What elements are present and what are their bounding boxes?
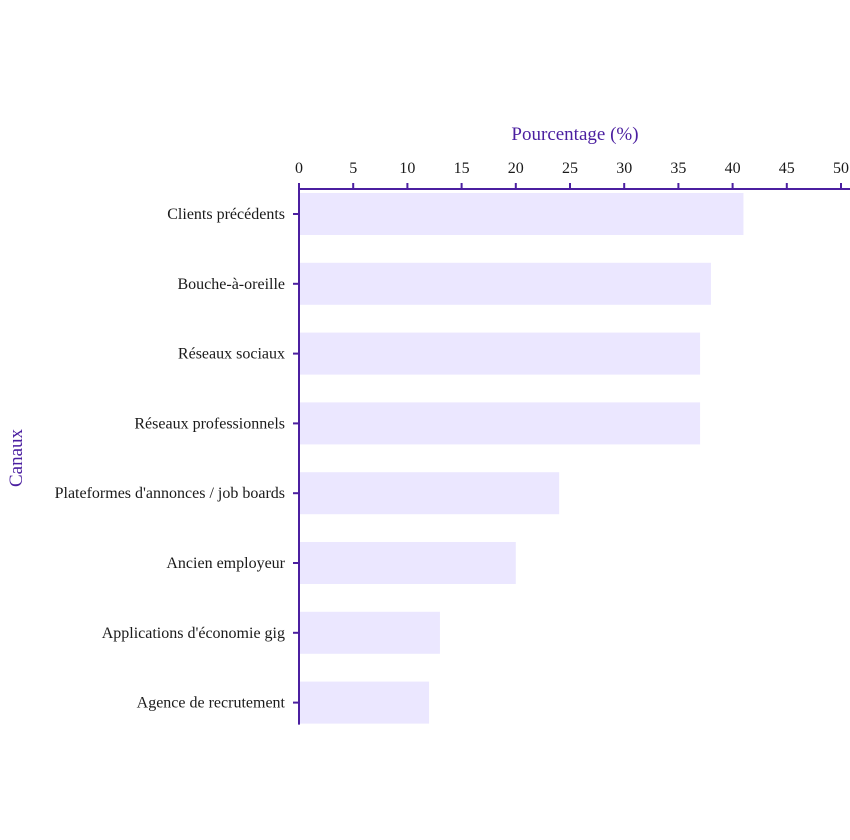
x-tick-label: 35 — [670, 160, 686, 177]
x-tick-label: 10 — [399, 160, 415, 177]
bars-layer — [299, 193, 744, 724]
x-tick-label: 25 — [562, 160, 578, 177]
x-tick-label: 5 — [349, 160, 357, 177]
bar — [299, 611, 440, 654]
x-axis-title: Pourcentage (%) — [511, 124, 638, 145]
x-tick-label: 0 — [295, 160, 303, 177]
axes-layer: 0 5 10 15 20 25 30 35 40 45 50 Clients précédents Bo… — [55, 160, 850, 725]
y-tick-label: Bouche-à-oreille — [178, 276, 286, 293]
bar — [299, 332, 701, 375]
x-tick-label: 30 — [616, 160, 632, 177]
y-tick-label: Applications d'économie gig — [102, 625, 285, 642]
bar — [299, 472, 560, 515]
y-tick-label: Ancien employeur — [166, 555, 285, 572]
x-tick-label: 45 — [779, 160, 795, 177]
bar — [299, 681, 430, 724]
y-tick-label: Agence de recrutement — [137, 695, 286, 712]
y-tick-label: Réseaux professionnels — [134, 415, 285, 432]
bar — [299, 193, 744, 235]
y-tick-label: Réseaux sociaux — [178, 346, 285, 363]
y-tick-label: Clients précédents — [167, 206, 285, 223]
y-axis-title: Canaux — [6, 428, 27, 487]
bar — [299, 262, 711, 305]
x-tick-label: 50 — [833, 160, 849, 177]
y-tick-label: Plateformes d'annonces / job boards — [55, 485, 285, 502]
x-tick-label: 15 — [454, 160, 470, 177]
x-tick-label: 40 — [725, 160, 741, 177]
bar — [299, 402, 701, 445]
bar — [299, 542, 516, 584]
x-tick-label: 20 — [508, 160, 524, 177]
